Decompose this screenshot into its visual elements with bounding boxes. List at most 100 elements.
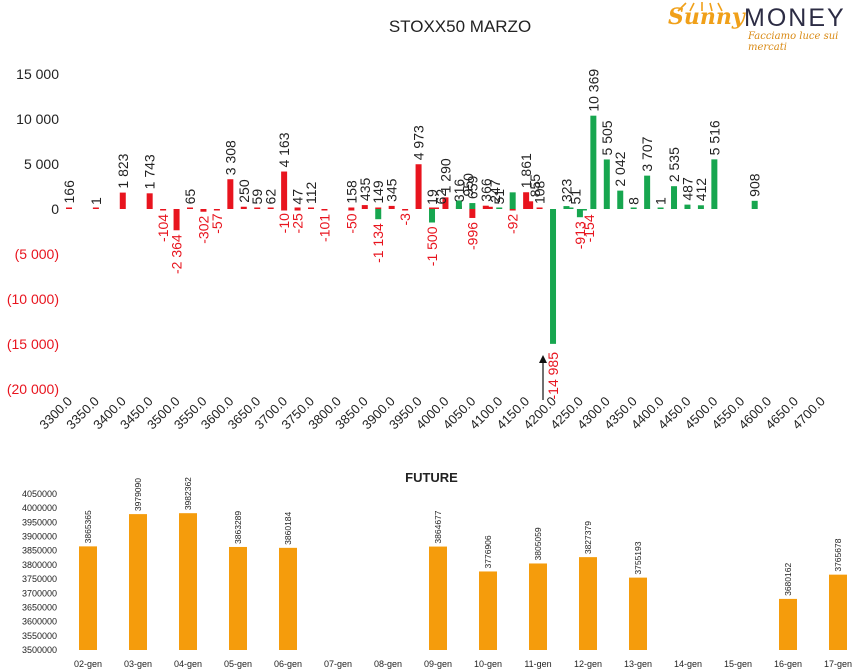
bar-value-label: 3 308 [222,140,238,175]
bar-value-label: -25 [290,213,306,233]
put-bar [348,207,355,209]
sun-rays-icon [677,2,723,12]
future-y-tick-label: 3500000 [22,645,57,655]
bar-value-label: 412 [693,178,709,202]
bar-value-label: 1 861 [518,153,534,188]
future-y-tick-label: 3800000 [22,560,57,570]
future-x-tick-label: 10-gen [474,659,502,669]
future-bar [229,546,247,650]
bar-value-label: 158 [343,180,359,204]
bar-value-label: 487 [679,177,695,201]
bar-value-label: 1 823 [115,153,131,188]
bar-value-label: -104 [155,214,171,242]
future-x-tick-label: 14-gen [674,659,702,669]
bar-value-label: 323 [558,179,574,203]
call-bar [617,190,624,209]
bar-value-label: 108 [532,180,548,204]
bar-value-label: 1 743 [142,154,158,189]
bar-value-label: -14 985 [545,352,561,400]
bar-value-label: 65 [182,189,198,205]
future-y-tick-label: 3850000 [22,546,57,556]
put-bar [240,206,247,209]
bar-value-label: 5 505 [599,120,615,155]
put-bar [321,209,328,211]
call-bar [630,207,637,209]
put-bar [146,193,153,209]
call-bar [671,186,678,209]
future-x-tick-label: 08-gen [374,659,402,669]
future-x-tick-label: 05-gen [224,659,252,669]
y-tick-label: 10 000 [16,111,59,127]
bar-value-label: -3 [397,213,413,226]
bar-value-label: -1 134 [370,223,386,263]
call-bar [429,209,436,223]
call-bar [684,204,691,209]
put-bar [294,209,301,211]
future-x-tick-label: 06-gen [274,659,302,669]
bar-value-label: -10 [276,213,292,233]
call-bar [644,175,651,209]
arrow-head [539,355,547,363]
future-bar-value-label: 3860184 [283,511,293,544]
put-bar [254,207,261,209]
future-bar-value-label: 3765678 [833,538,843,571]
bar-value-label: 10 369 [585,69,601,112]
stoxx50-open-interest-chart: 15 000 10 000 5 000 0 (5 000) (10 000) (15 000… [7,66,828,432]
future-y-tick-label: 3600000 [22,617,57,627]
bar-value-label: 51 [567,189,583,205]
future-bar [579,557,597,650]
call-bar [496,207,503,209]
call-bar [697,205,704,209]
future-y-tick-label: 4000000 [22,503,57,513]
y-tick-label: (10 000) [7,291,59,307]
call-bar [590,115,597,209]
call-bar [580,209,587,211]
bar-value-label: 149 [370,180,386,204]
bar-value-label: 345 [384,178,400,202]
put-bar [415,164,422,209]
bar-value-label: 8 [626,197,642,205]
bar-value-label: 855 [527,174,543,198]
put-bar [173,209,180,231]
future-y-tick-label: 3950000 [22,517,57,527]
put-bar [433,207,440,209]
bar-value-label: -154 [581,214,597,242]
call-bar [751,200,758,209]
future-bar [829,574,847,650]
future-bar [179,513,197,650]
future-bar-value-label: 3865365 [83,510,93,543]
bar-value-label: 62 [263,189,279,205]
future-x-tick-label: 15-gen [724,659,752,669]
future-x-tick-label: 13-gen [624,659,652,669]
put-bar [469,209,476,218]
future-chart-title: FUTURE [405,470,458,485]
put-bar [536,207,543,209]
bar-value-label: -302 [195,216,211,244]
put-bar [388,205,395,209]
call-bar [711,159,718,209]
put-bar [281,209,288,211]
chart-title: STOXX50 MARZO [388,17,532,36]
future-x-tick-label: 11-gen [524,659,551,669]
bar-value-label: 3 707 [639,136,655,171]
bar-value-label: 908 [747,173,763,197]
future-y-tick-label: 3900000 [22,532,57,542]
bar-value-label: -913 [572,221,588,249]
call-bar [567,207,574,209]
bar-value-label: 659 [464,175,480,199]
future-x-tick-label: 12-gen [574,659,602,669]
put-bar [281,171,288,209]
put-bar [213,209,220,211]
bar-value-label: 2 535 [666,147,682,182]
bar-value-label: -996 [464,222,480,250]
put-bar [348,209,355,211]
bar-value-label: 19 [424,189,440,205]
bar-value-label: 59 [249,189,265,205]
future-y-tick-label: 3550000 [22,631,57,641]
future-x-tick-label: 17-gen [824,659,852,669]
future-y-tick-label: 3650000 [22,602,57,612]
call-bar [455,200,462,209]
bar-value-label: 5 516 [706,120,722,155]
call-bar [576,209,583,218]
